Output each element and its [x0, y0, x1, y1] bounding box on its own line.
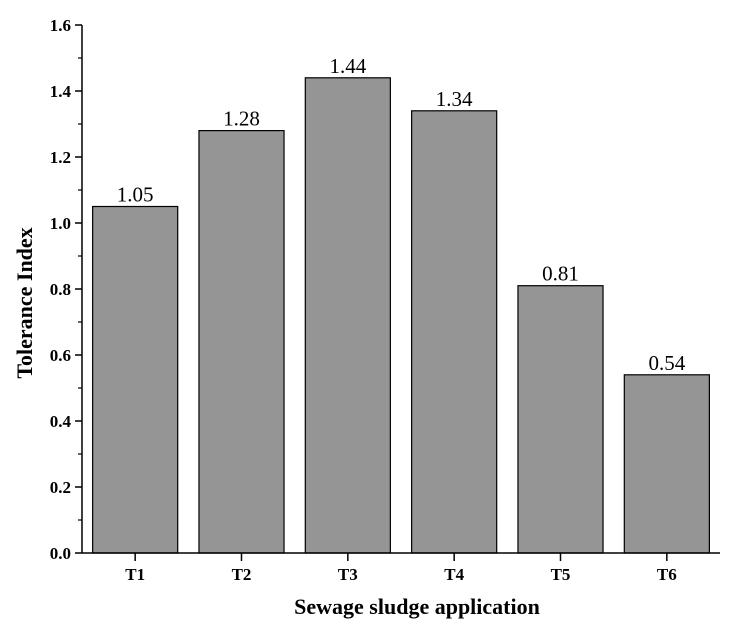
y-tick-label-1: 0.2	[50, 478, 71, 497]
bar-t5	[517, 285, 604, 554]
y-tick-label-8: 1.6	[50, 16, 71, 35]
data-label-t3: 1.44	[329, 54, 366, 78]
x-tick-label-t6: T6	[657, 565, 677, 584]
x-axis-title: Sewage sludge application	[294, 594, 540, 619]
bar-t2	[198, 130, 285, 554]
data-label-t5: 0.81	[542, 262, 579, 286]
x-tick-label-t4: T4	[444, 565, 464, 584]
data-label-t6: 0.54	[648, 351, 685, 375]
y-tick-label-4: 0.8	[50, 280, 71, 299]
y-tick-label-6: 1.2	[50, 148, 71, 167]
y-tick-label-7: 1.4	[50, 82, 72, 101]
y-tick-label-5: 1.0	[50, 214, 71, 233]
bar-t1	[92, 205, 179, 554]
y-tick-label-0: 0.0	[50, 544, 71, 563]
plot-area: 1.05 T1 1.28 T2 1.44 T3 1.34 T4 0.81 T5 0.54 T6 0.0 0…	[50, 16, 720, 584]
y-axis-title: Tolerance Index	[12, 227, 37, 378]
x-tick-label-t2: T2	[232, 565, 252, 584]
bar-t6	[623, 374, 710, 554]
data-label-t1: 1.05	[117, 183, 154, 207]
x-tick-label-t3: T3	[338, 565, 358, 584]
bar-t3	[304, 77, 391, 554]
data-label-t2: 1.28	[223, 107, 260, 131]
bar-t4	[411, 110, 498, 554]
x-tick-label-t5: T5	[551, 565, 571, 584]
x-tick-label-t1: T1	[125, 565, 145, 584]
y-tick-label-3: 0.6	[50, 346, 71, 365]
data-label-t4: 1.34	[436, 87, 473, 111]
y-tick-label-2: 0.4	[50, 412, 72, 431]
